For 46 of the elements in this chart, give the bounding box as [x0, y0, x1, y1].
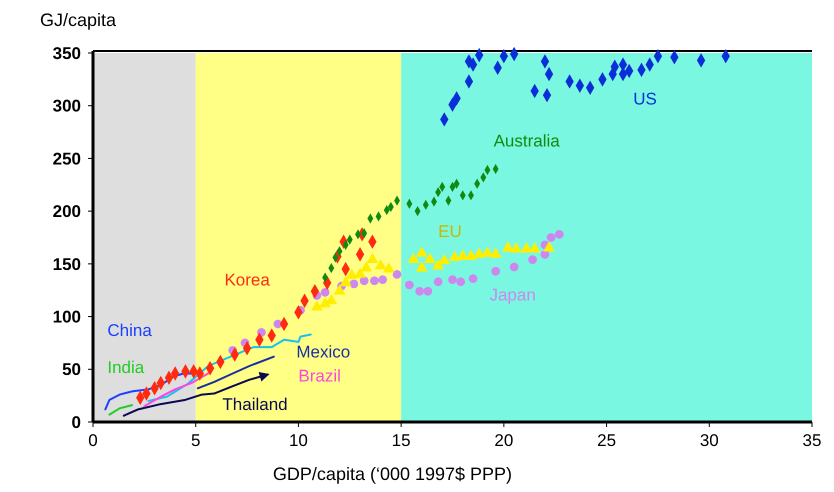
point [546, 233, 556, 242]
point [510, 262, 518, 272]
y-tick-label: 200 [52, 202, 81, 222]
x-tick-label: 20 [494, 431, 514, 450]
series-label: EU [438, 222, 462, 242]
x-tick-label: 0 [88, 431, 98, 450]
point [423, 286, 432, 296]
point [468, 274, 478, 283]
text: China [107, 321, 152, 340]
point [350, 280, 358, 288]
x-tick-label: 15 [392, 431, 411, 450]
x-tick-label: 10 [288, 431, 308, 450]
point [415, 286, 424, 296]
point [434, 277, 442, 286]
series-label: US [633, 89, 657, 108]
point [456, 277, 466, 286]
x-tick-label: 30 [700, 431, 719, 450]
line-series [196, 356, 275, 390]
point [491, 266, 500, 276]
text: Brazil [298, 366, 341, 386]
point [528, 255, 537, 264]
point [404, 280, 414, 290]
point [378, 275, 388, 284]
point [320, 288, 330, 297]
y-tick-label: 100 [52, 308, 81, 327]
y-tick-label: 50 [62, 360, 81, 380]
series-label: Japan [489, 285, 536, 304]
y-tick-label: 350 [52, 44, 81, 63]
series-label: Mexico [296, 342, 350, 362]
x-axis-title: GDP/capita (‘000 1997$ PPP) [272, 464, 512, 484]
series-label: Australia [494, 131, 560, 150]
point [554, 230, 564, 239]
series-label: Korea [224, 270, 270, 290]
y-tick-label: 0 [72, 412, 81, 432]
point [392, 270, 402, 279]
y-tick-label: 300 [52, 96, 81, 116]
point [448, 275, 457, 284]
x-tick-label: 35 [802, 431, 822, 450]
y-tick-label: 250 [52, 149, 81, 168]
y-axis-title: GJ/capita [40, 10, 118, 30]
x-tick-label: 5 [190, 431, 200, 450]
series-label: India [107, 358, 145, 378]
point [370, 276, 379, 286]
x-tick-label: 25 [597, 431, 616, 450]
y-tick-label: 150 [52, 254, 81, 274]
series-label: Thailand [222, 395, 288, 414]
